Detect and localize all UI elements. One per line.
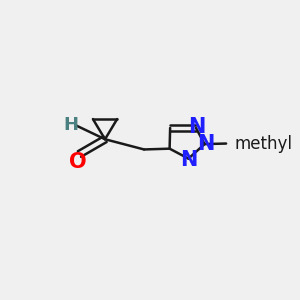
Text: H: H bbox=[63, 116, 78, 134]
Text: methyl: methyl bbox=[235, 134, 293, 152]
Text: N: N bbox=[197, 134, 214, 154]
Text: O: O bbox=[69, 152, 87, 172]
Text: N: N bbox=[180, 150, 197, 170]
Text: N: N bbox=[188, 117, 206, 137]
